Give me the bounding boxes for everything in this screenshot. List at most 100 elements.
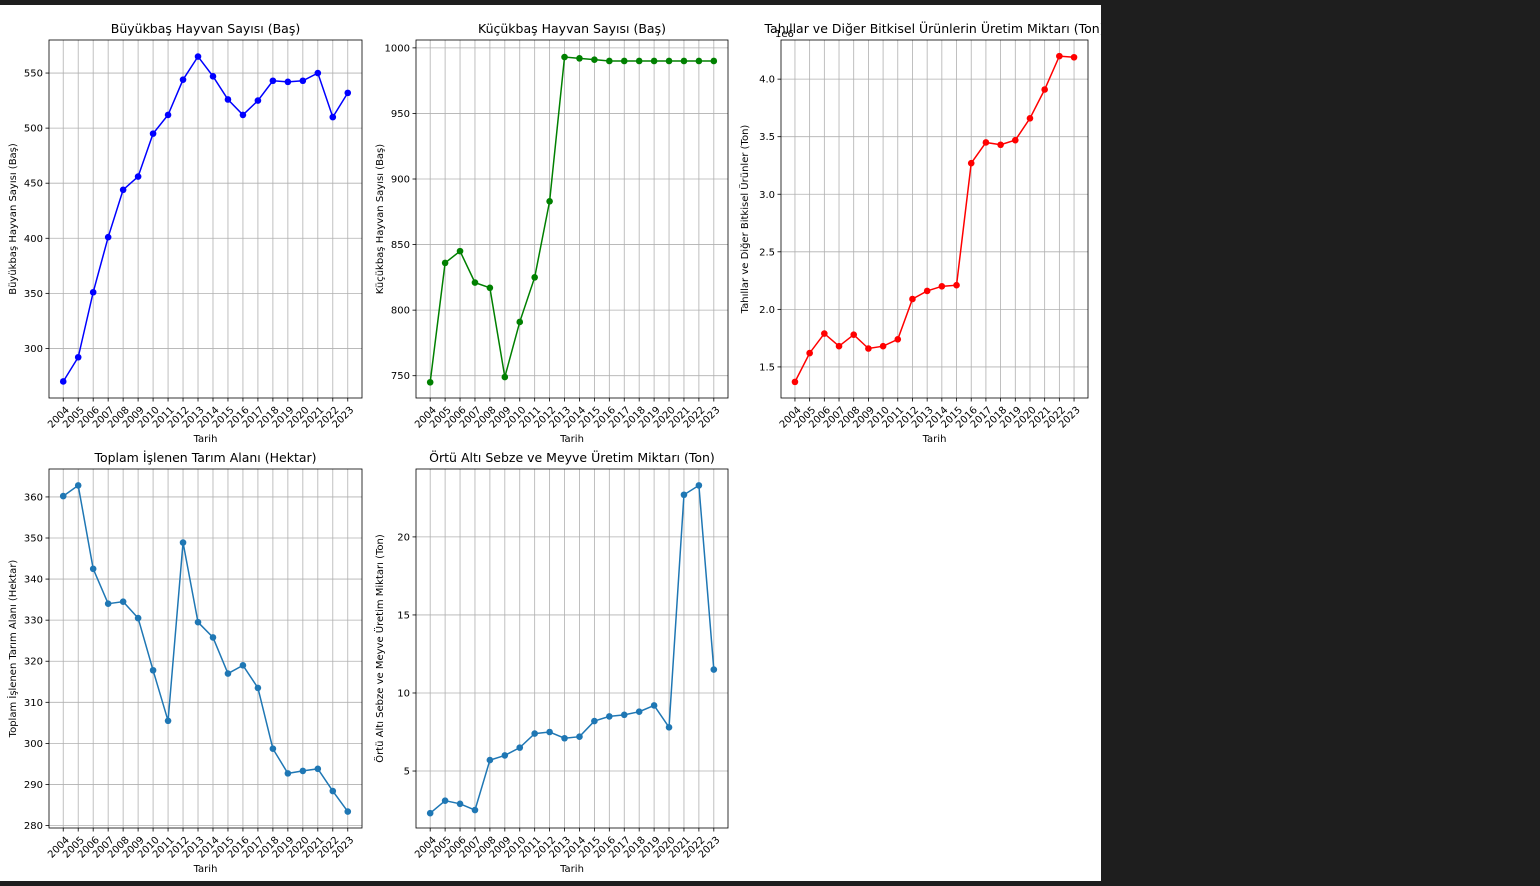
axes-frame xyxy=(48,468,363,829)
data-point xyxy=(329,787,337,795)
y-tick-label: 310 xyxy=(24,698,43,709)
data-point xyxy=(576,55,583,62)
data-point xyxy=(620,57,628,65)
data-point xyxy=(710,666,718,673)
data-point xyxy=(606,713,613,720)
data-point xyxy=(695,57,703,65)
data-point xyxy=(561,53,568,61)
data-point xyxy=(299,767,307,775)
y-tick-label: 300 xyxy=(24,739,43,750)
data-point xyxy=(546,197,553,205)
y-axis-label: Tahıllar ve Diğer Bitkisel Ürünler (Ton) xyxy=(738,125,751,315)
data-point xyxy=(635,708,643,716)
data-point xyxy=(821,330,828,337)
data-point xyxy=(894,335,902,343)
y-tick-label: 3.0 xyxy=(759,190,775,201)
data-point xyxy=(865,345,872,352)
subplot-1: 2004200520062007200820092010201120122013… xyxy=(8,21,363,445)
chart-title: Büyükbaş Hayvan Sayısı (Baş) xyxy=(111,21,300,36)
data-point xyxy=(209,73,217,80)
data-point xyxy=(516,744,524,751)
data-point xyxy=(179,539,187,546)
data-point xyxy=(149,666,157,674)
y-axis-label: Büyükbaş Hayvan Sayısı (Baş) xyxy=(8,143,19,295)
data-point xyxy=(1041,86,1048,93)
x-axis-label: Tarih xyxy=(193,864,218,875)
charts-figure: 2004200520062007200820092010201120122013… xyxy=(6,20,1101,875)
y-axis-label: Örtü Altı Sebze ve Meyve Üretim Miktarı … xyxy=(373,534,386,763)
data-point xyxy=(576,733,583,740)
y-tick-label: 750 xyxy=(391,371,410,382)
y-tick-label: 340 xyxy=(24,575,43,586)
data-point xyxy=(59,492,67,500)
data-point xyxy=(516,318,524,326)
data-point xyxy=(680,491,688,499)
data-point xyxy=(501,752,509,759)
data-point xyxy=(426,809,434,817)
y-tick-label: 400 xyxy=(24,234,43,245)
data-point xyxy=(441,259,449,267)
data-point xyxy=(224,96,232,103)
data-point xyxy=(680,57,688,65)
data-point xyxy=(344,89,352,97)
y-tick-label: 350 xyxy=(24,289,43,300)
data-point xyxy=(650,57,658,65)
data-point xyxy=(665,57,673,65)
data-point xyxy=(1056,52,1063,60)
data-point xyxy=(456,247,464,255)
data-point xyxy=(299,77,307,85)
data-point xyxy=(194,618,202,626)
chart-title: Küçükbaş Hayvan Sayısı (Baş) xyxy=(478,21,666,36)
subplot-3: 2004200520062007200820092010201120122013… xyxy=(738,20,1101,445)
subplot-5: 2004200520062007200820092010201120122013… xyxy=(373,449,729,875)
data-point xyxy=(74,353,82,361)
data-point xyxy=(997,141,1004,149)
data-point xyxy=(456,800,464,808)
y-tick-label: 550 xyxy=(24,69,43,80)
data-point xyxy=(59,378,67,385)
data-point xyxy=(74,482,82,489)
data-point xyxy=(194,53,202,60)
series-line xyxy=(429,484,715,814)
data-point xyxy=(967,159,975,167)
data-point xyxy=(134,614,142,622)
y-tick-label: 800 xyxy=(391,306,410,317)
y-axis-label: Küçükbaş Hayvan Sayısı (Baş) xyxy=(375,144,386,294)
x-axis-label: Tarih xyxy=(559,864,584,875)
axes-frame xyxy=(48,39,363,399)
data-point xyxy=(329,113,337,121)
data-point xyxy=(938,283,946,290)
y-tick-label: 320 xyxy=(24,657,43,668)
data-point xyxy=(531,274,538,281)
data-point xyxy=(89,288,97,296)
y-tick-label: 2.5 xyxy=(759,247,775,258)
series-line xyxy=(429,56,714,383)
data-point xyxy=(426,378,434,386)
y-tick-label: 450 xyxy=(24,179,43,190)
data-point xyxy=(982,139,990,146)
series-line xyxy=(62,55,349,382)
data-point xyxy=(546,728,553,736)
data-point xyxy=(909,295,916,303)
data-point xyxy=(606,57,613,65)
data-point xyxy=(1026,114,1034,122)
y-tick-label: 290 xyxy=(24,780,43,791)
y-tick-label: 950 xyxy=(391,109,410,120)
y-tick-label: 4.0 xyxy=(759,75,775,86)
data-point xyxy=(486,284,494,292)
data-point xyxy=(591,56,598,63)
data-point xyxy=(710,57,718,65)
data-point xyxy=(209,634,217,641)
y-tick-label: 900 xyxy=(391,175,410,186)
data-point xyxy=(119,186,127,194)
data-point xyxy=(561,734,568,742)
axes-frame xyxy=(415,39,729,399)
y-tick-label: 500 xyxy=(24,124,43,135)
y-offset-text: 1e6 xyxy=(775,29,794,40)
data-point xyxy=(471,279,479,286)
data-point xyxy=(254,97,262,104)
data-point xyxy=(441,797,449,804)
series-line xyxy=(794,55,1075,383)
x-axis-label: Tarih xyxy=(922,434,947,445)
y-tick-label: 2.0 xyxy=(759,305,775,316)
